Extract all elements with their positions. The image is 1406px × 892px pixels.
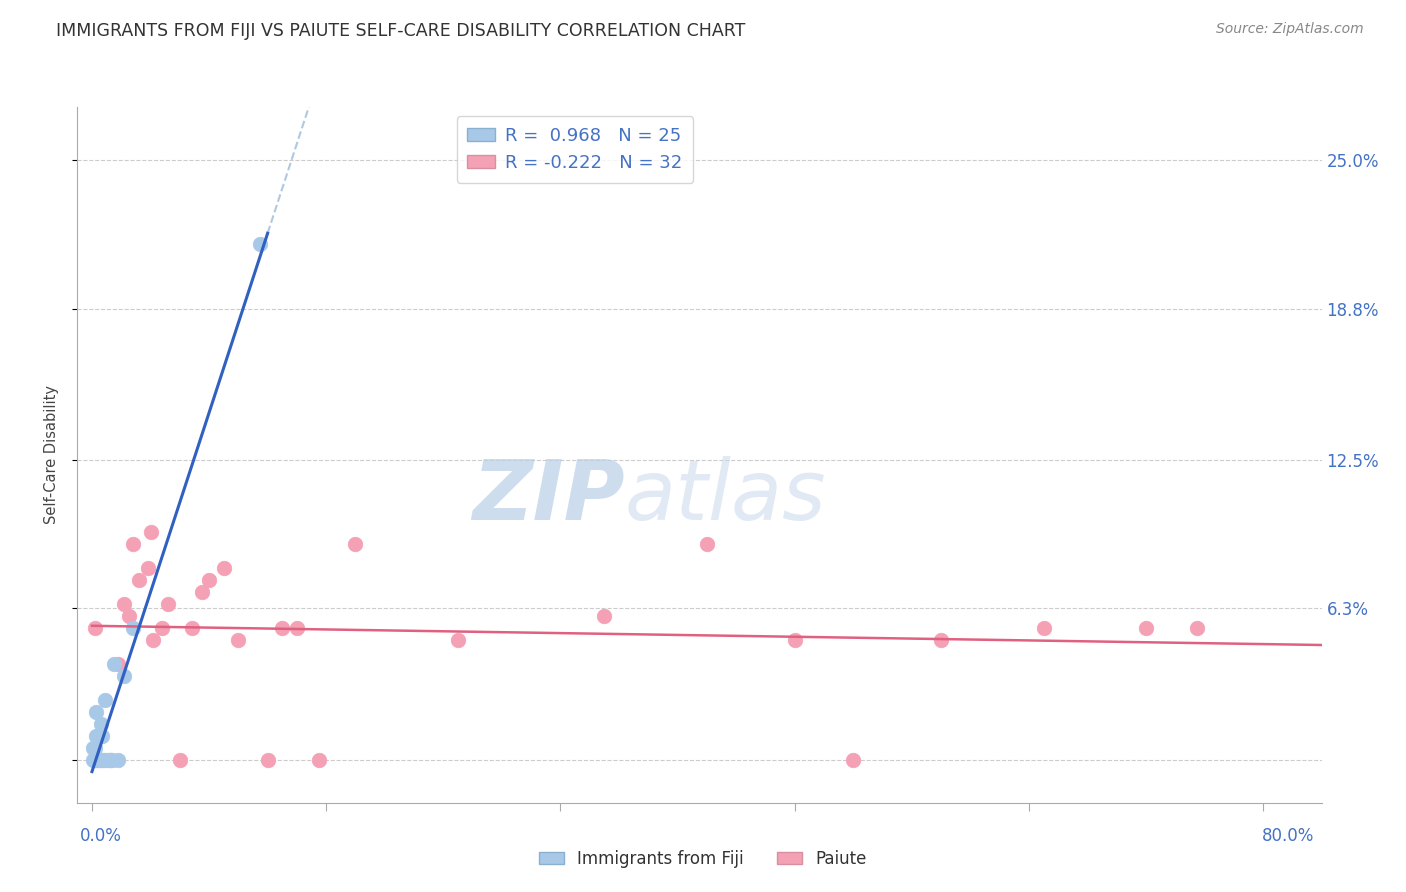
- Point: [82, 740, 104, 755]
- Point: [783, 632, 806, 647]
- Text: Source: ZipAtlas.com: Source: ZipAtlas.com: [1216, 22, 1364, 37]
- Point: [842, 753, 865, 767]
- Point: [86, 753, 108, 767]
- Point: [256, 753, 278, 767]
- Point: [1187, 621, 1209, 635]
- Point: [308, 753, 330, 767]
- Point: [91, 753, 114, 767]
- Point: [136, 560, 159, 574]
- Point: [96, 753, 118, 767]
- Point: [82, 753, 104, 767]
- Point: [198, 573, 221, 587]
- Legend: Immigrants from Fiji, Paiute: Immigrants from Fiji, Paiute: [533, 844, 873, 875]
- Point: [94, 692, 117, 706]
- Point: [139, 524, 162, 539]
- Text: atlas: atlas: [624, 456, 827, 537]
- Point: [285, 621, 308, 635]
- Point: [103, 657, 125, 671]
- Point: [90, 716, 112, 731]
- Point: [191, 584, 214, 599]
- Point: [101, 753, 124, 767]
- Point: [87, 753, 110, 767]
- Point: [86, 729, 108, 743]
- Text: 80.0%: 80.0%: [1263, 827, 1315, 845]
- Point: [98, 753, 121, 767]
- Point: [1135, 621, 1157, 635]
- Point: [93, 753, 115, 767]
- Point: [142, 632, 165, 647]
- Point: [344, 537, 367, 551]
- Point: [89, 753, 111, 767]
- Point: [91, 729, 114, 743]
- Point: [157, 597, 180, 611]
- Point: [180, 621, 202, 635]
- Point: [83, 621, 105, 635]
- Text: ZIP: ZIP: [472, 456, 624, 537]
- Point: [1032, 621, 1054, 635]
- Point: [593, 608, 616, 623]
- Point: [150, 621, 173, 635]
- Point: [117, 608, 139, 623]
- Point: [87, 729, 110, 743]
- Point: [112, 668, 135, 682]
- Point: [107, 657, 129, 671]
- Point: [98, 753, 121, 767]
- Point: [169, 753, 191, 767]
- Point: [122, 621, 145, 635]
- Point: [228, 632, 250, 647]
- Legend: R =  0.968   N = 25, R = -0.222   N = 32: R = 0.968 N = 25, R = -0.222 N = 32: [457, 116, 693, 183]
- Point: [122, 537, 145, 551]
- Point: [271, 621, 294, 635]
- Point: [249, 236, 271, 251]
- Point: [112, 597, 135, 611]
- Point: [107, 753, 129, 767]
- Text: IMMIGRANTS FROM FIJI VS PAIUTE SELF-CARE DISABILITY CORRELATION CHART: IMMIGRANTS FROM FIJI VS PAIUTE SELF-CARE…: [56, 22, 745, 40]
- Point: [83, 740, 105, 755]
- Point: [89, 729, 111, 743]
- Point: [696, 537, 718, 551]
- Point: [86, 705, 108, 719]
- Point: [212, 560, 235, 574]
- Text: 0.0%: 0.0%: [80, 827, 122, 845]
- Point: [447, 632, 470, 647]
- Point: [83, 753, 105, 767]
- Point: [929, 632, 952, 647]
- Point: [90, 753, 112, 767]
- Point: [128, 573, 150, 587]
- Y-axis label: Self-Care Disability: Self-Care Disability: [44, 385, 59, 524]
